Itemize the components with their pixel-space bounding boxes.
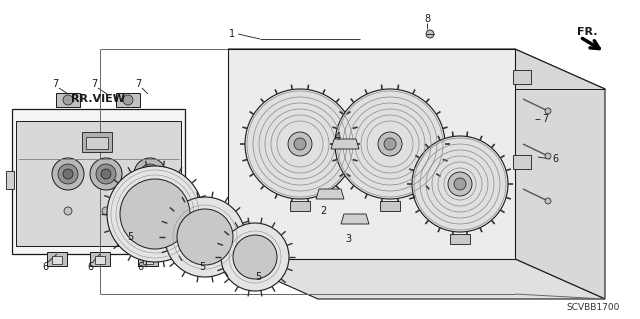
Text: RR.VIEW: RR.VIEW: [71, 94, 125, 104]
Circle shape: [221, 223, 289, 291]
Bar: [380, 201, 400, 211]
Bar: [95, 256, 105, 264]
Text: 4: 4: [335, 132, 341, 142]
Circle shape: [102, 207, 110, 215]
Text: 8: 8: [424, 14, 430, 24]
Text: 5: 5: [255, 272, 261, 282]
Polygon shape: [228, 49, 605, 89]
Text: 3: 3: [345, 234, 351, 244]
Text: FR.: FR.: [577, 27, 598, 37]
Polygon shape: [331, 139, 359, 149]
Circle shape: [64, 207, 72, 215]
Bar: [116, 93, 140, 107]
Bar: [90, 252, 110, 266]
Circle shape: [294, 138, 306, 150]
Text: 7: 7: [542, 114, 548, 124]
Text: 6: 6: [137, 262, 143, 272]
Text: 6: 6: [87, 262, 93, 272]
Circle shape: [545, 108, 551, 114]
Circle shape: [233, 235, 277, 279]
Text: 5: 5: [199, 262, 205, 272]
Polygon shape: [228, 49, 515, 259]
Circle shape: [245, 89, 355, 199]
Circle shape: [90, 158, 122, 190]
Bar: [12, 109, 185, 254]
Circle shape: [146, 207, 154, 215]
Circle shape: [52, 158, 84, 190]
Text: 6: 6: [552, 154, 558, 164]
Text: 7: 7: [135, 79, 141, 89]
Bar: [513, 70, 531, 84]
Circle shape: [101, 169, 111, 179]
Circle shape: [335, 89, 445, 199]
Circle shape: [63, 95, 73, 105]
Circle shape: [165, 197, 245, 277]
Text: 1: 1: [229, 29, 235, 39]
Text: 6: 6: [42, 262, 48, 272]
Circle shape: [140, 164, 160, 184]
Circle shape: [123, 95, 133, 105]
Circle shape: [96, 164, 116, 184]
Circle shape: [63, 169, 73, 179]
Bar: [6, 171, 14, 189]
Circle shape: [177, 209, 233, 265]
Polygon shape: [228, 259, 605, 299]
Text: SCVBB1700: SCVBB1700: [566, 302, 620, 311]
Circle shape: [58, 164, 78, 184]
Bar: [290, 201, 310, 211]
Circle shape: [120, 179, 190, 249]
Text: 7: 7: [52, 79, 58, 89]
Circle shape: [288, 132, 312, 156]
Circle shape: [378, 132, 402, 156]
Bar: [47, 252, 67, 266]
Bar: [138, 252, 158, 266]
Text: 5: 5: [127, 232, 133, 242]
Bar: [52, 256, 62, 264]
Bar: [513, 155, 531, 169]
Bar: [82, 132, 112, 152]
Circle shape: [145, 169, 155, 179]
Circle shape: [412, 136, 508, 232]
Bar: [56, 93, 80, 107]
Circle shape: [107, 166, 203, 262]
Text: 7: 7: [91, 79, 97, 89]
Circle shape: [384, 138, 396, 150]
Polygon shape: [515, 49, 605, 299]
Circle shape: [448, 172, 472, 196]
Circle shape: [426, 30, 434, 38]
Polygon shape: [341, 214, 369, 224]
Bar: [86, 137, 108, 149]
Circle shape: [545, 198, 551, 204]
Bar: [16, 121, 181, 246]
Bar: [143, 256, 153, 264]
Circle shape: [454, 178, 466, 190]
Polygon shape: [316, 189, 344, 199]
Text: 2: 2: [320, 206, 326, 216]
Bar: [450, 234, 470, 244]
Circle shape: [134, 158, 166, 190]
Circle shape: [545, 153, 551, 159]
